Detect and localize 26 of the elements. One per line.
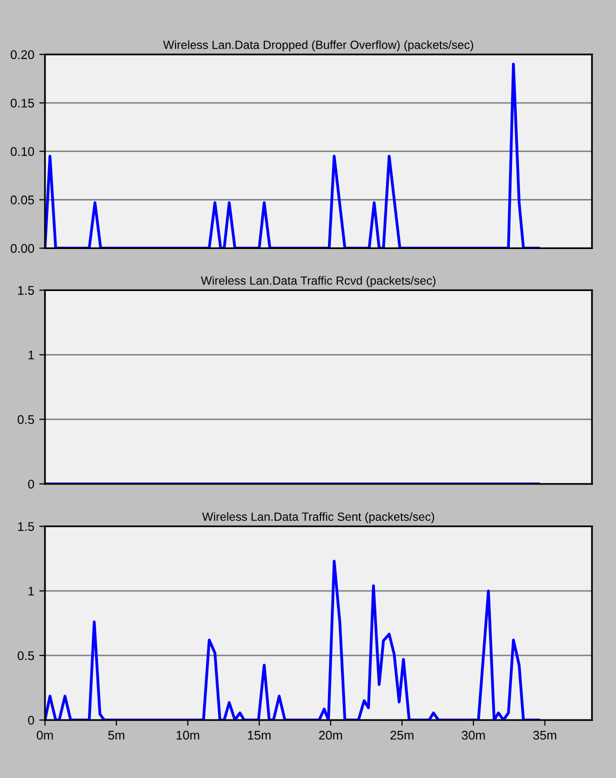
y-tick-label: 1.5 bbox=[18, 286, 34, 295]
x-tick-label: 10m bbox=[176, 730, 200, 740]
y-tick-label: 0 bbox=[28, 480, 34, 489]
x-tick-label: 15m bbox=[248, 730, 271, 740]
y-tick-label: 0.10 bbox=[10, 147, 34, 156]
y-tick-label: 0.20 bbox=[10, 50, 34, 60]
y-tick-label: 0.5 bbox=[18, 651, 34, 660]
chart-title: Wireless Lan.Data Traffic Sent (packets/sec) bbox=[202, 512, 434, 524]
x-tick-label: 5m bbox=[108, 730, 124, 740]
y-tick-label: 0 bbox=[28, 716, 34, 725]
x-tick-label: 20m bbox=[319, 730, 342, 740]
line-series bbox=[44, 62, 540, 248]
chart-title: Wireless Lan.Data Dropped (Buffer Overflow) (packets/sec) bbox=[163, 40, 474, 52]
line-series bbox=[44, 560, 540, 720]
x-tick-label: 0m bbox=[36, 730, 53, 740]
y-tick-label: 0.15 bbox=[10, 98, 34, 108]
x-tick-label: 30m bbox=[462, 730, 485, 740]
chart-title: Wireless Lan.Data Traffic Rcvd (packets/sec) bbox=[200, 276, 436, 288]
y-tick-label: 1 bbox=[28, 350, 34, 360]
y-tick-label: 0.00 bbox=[10, 244, 34, 253]
y-tick-label: 1.5 bbox=[18, 522, 34, 531]
x-tick-label: 35m bbox=[533, 730, 556, 740]
y-tick-label: 0.05 bbox=[10, 196, 34, 204]
x-tick-label: 25m bbox=[390, 730, 414, 740]
y-tick-label: 1 bbox=[28, 586, 34, 596]
y-tick-label: 0.5 bbox=[18, 415, 34, 424]
